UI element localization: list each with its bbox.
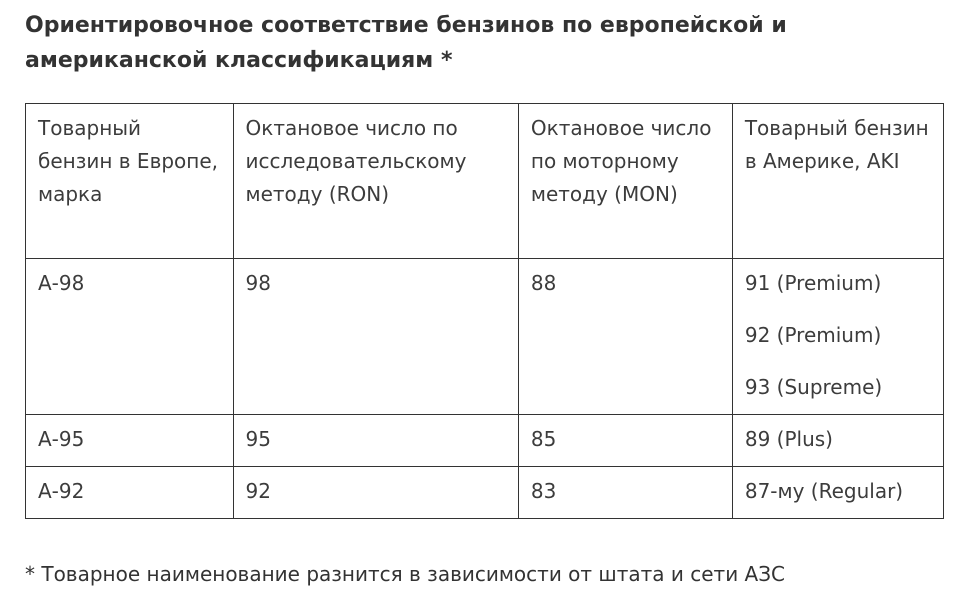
cell-item: 92 (Premium) [744,323,882,347]
cell-item: 93 (Supreme) [744,375,883,399]
footnote: * Товарное наименование разнится в завис… [25,562,786,586]
table-row: А-92 92 83 87-му (Regular) [25,466,945,519]
table-row: А-95 95 85 89 (Plus) [25,414,945,467]
table-body: А-98 98 88 91 (Premium) 92 (Premium) 93 (Supr… [25,258,945,519]
cell-item: 91 (Premium) [744,271,882,295]
column-header: Октановое число по моторному методу (MON… [517,103,733,259]
table-cell: А-98 [25,258,234,415]
table-cell: 95 [232,414,519,467]
title: Ориентировочное соответствие бензинов по… [25,13,787,73]
cell-item: 89 (Plus) [744,427,833,451]
table-cell: А-92 [25,466,234,519]
header-row: Товарный бензин в Европе, марка Октановое… [25,103,945,259]
table-cell: 83 [517,466,733,519]
column-header: Октановое число по исследовательскому ме… [232,103,519,259]
column-header: Товарный бензин в Америке, AKI [731,103,945,259]
table-cell: 85 [517,414,733,467]
column-header: Товарный бензин в Европе, марка [25,103,234,259]
table-cell: 89 (Plus) [731,414,945,467]
table-cell: 88 [517,258,733,415]
table-row: А-98 98 88 91 (Premium) 92 (Premium) 93 (Supr… [25,258,945,415]
table-cell: А-95 [25,414,234,467]
table-cell: 98 [232,258,519,415]
table-cell: 87-му (Regular) [731,466,945,519]
cell-item: 87-му (Regular) [744,479,904,503]
table-cell: 91 (Premium) 92 (Premium) 93 (Supreme) [731,258,945,415]
table-cell: 92 [232,466,519,519]
table: Товарный бензин в Европе, марка Октановое… [25,103,945,519]
